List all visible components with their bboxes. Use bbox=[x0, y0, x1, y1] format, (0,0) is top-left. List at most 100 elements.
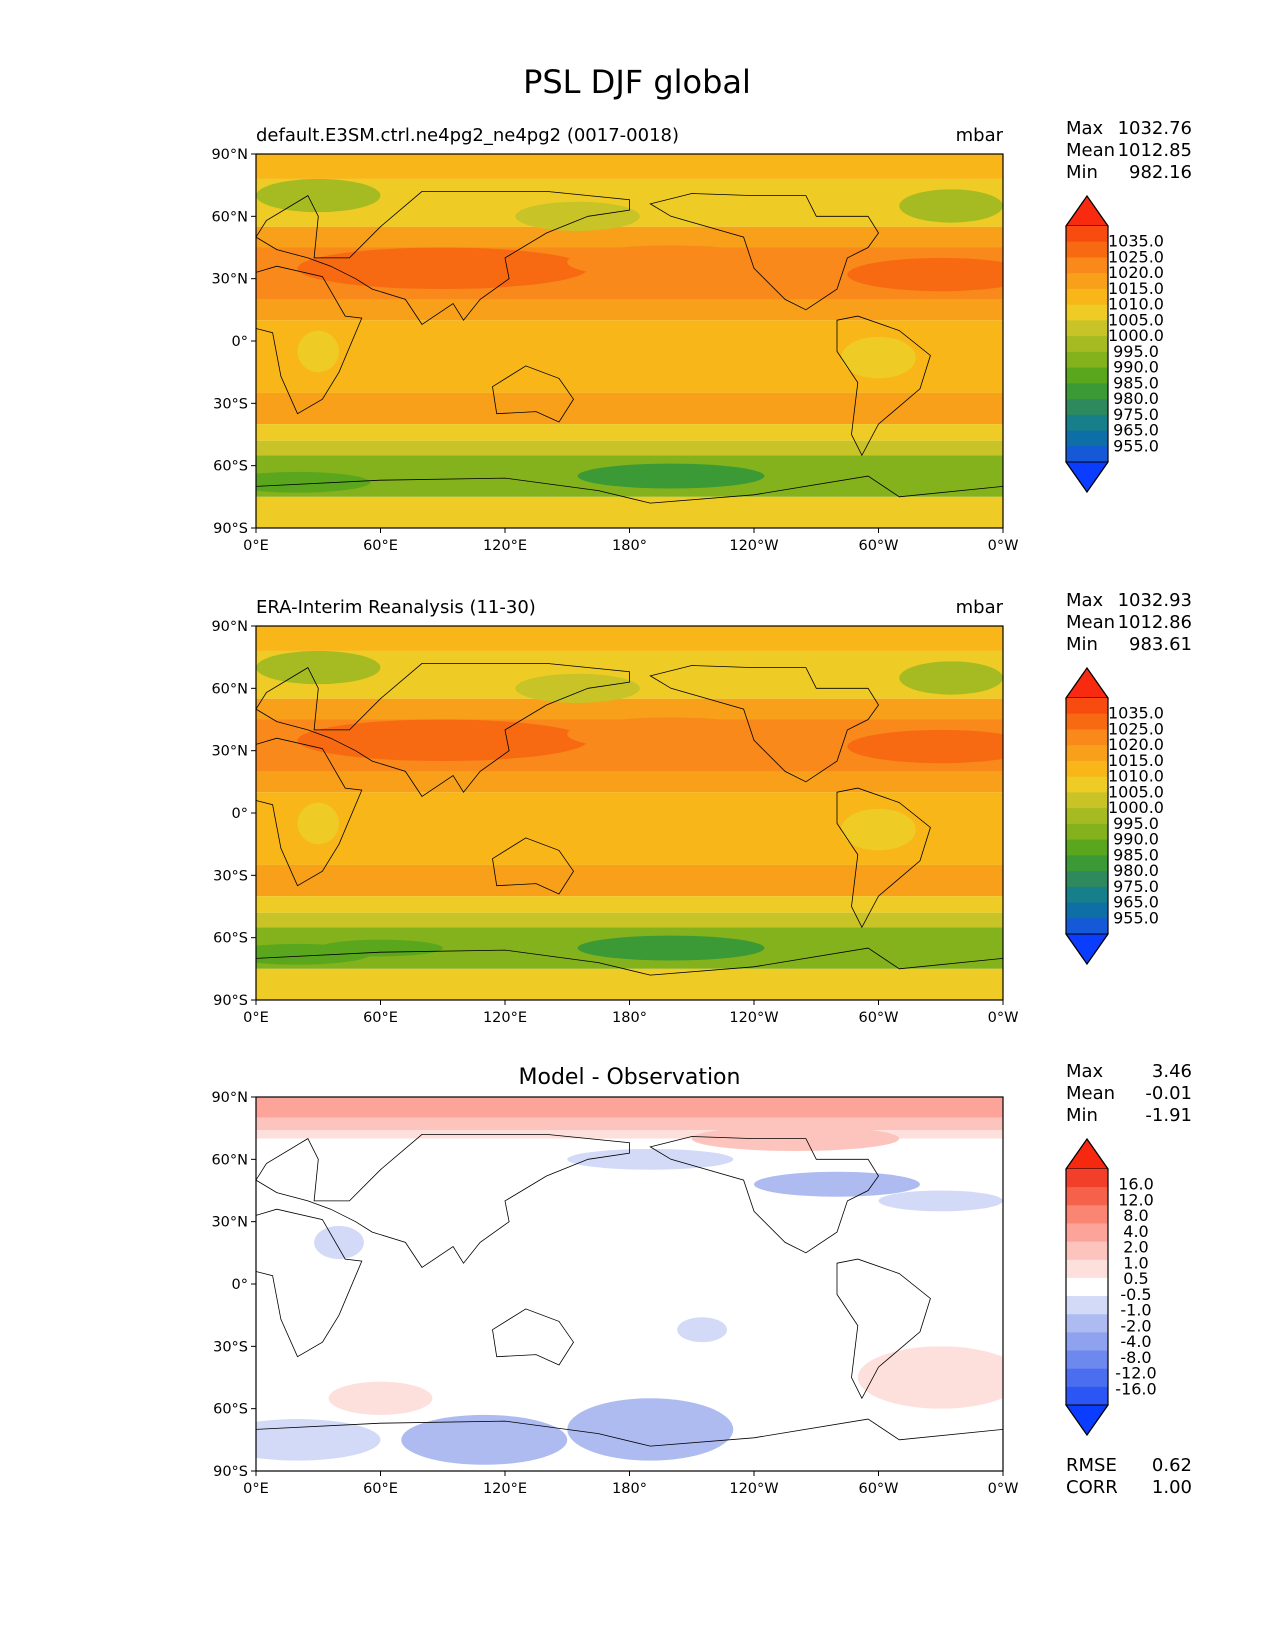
x-tick-label: 0°E bbox=[243, 1010, 269, 1026]
colorbar-tick-label: 1010.0 bbox=[1108, 295, 1164, 314]
colorbar-outline bbox=[1065, 194, 1109, 494]
y-tick-label: 60°N bbox=[211, 681, 248, 697]
stat-value-min: 982.16 bbox=[1129, 162, 1192, 183]
y-tick-label: 90°N bbox=[211, 619, 248, 635]
high-pressure-blob bbox=[297, 719, 588, 762]
panel-3: Model - Observation 90°N 60°N 30°N 0° 30°S 60°… bbox=[211, 1061, 1192, 1498]
colorbar-level bbox=[1066, 855, 1108, 872]
colorbar-level bbox=[1066, 399, 1108, 416]
field-band bbox=[256, 154, 1003, 179]
colorbar-level bbox=[1066, 383, 1108, 400]
map-field bbox=[256, 626, 1003, 1000]
colorbar-level bbox=[1066, 1223, 1108, 1243]
colorbar-tick-label: 965.0 bbox=[1113, 421, 1159, 440]
field-band bbox=[256, 698, 1003, 720]
field-band bbox=[256, 771, 1003, 793]
x-tick-label: 180° bbox=[612, 538, 647, 554]
colorbar-tick-label: 0.5 bbox=[1123, 1269, 1148, 1288]
y-tick-label: 60°S bbox=[213, 931, 248, 947]
stat-value-mean: 1012.85 bbox=[1118, 140, 1192, 161]
colorbar-tick-label: 1035.0 bbox=[1108, 232, 1164, 251]
stat-value-max: 1032.93 bbox=[1118, 590, 1192, 611]
colorbar-level bbox=[1066, 760, 1108, 778]
stat-value-mean: -0.01 bbox=[1145, 1083, 1192, 1104]
colorbar-tick-label: 955.0 bbox=[1113, 908, 1159, 927]
stat-label-mean: Mean bbox=[1066, 140, 1115, 161]
error-stat-value-corr: 1.00 bbox=[1152, 1477, 1192, 1498]
colorbar-level bbox=[1066, 902, 1108, 919]
x-tick-label: 60°E bbox=[363, 1481, 398, 1497]
continent-eurasia-outline bbox=[256, 663, 630, 797]
panel-1: default.E3SM.ctrl.ne4pg2_ne4pg2 (0017-00… bbox=[211, 118, 1192, 554]
colorbar: 16.012.08.04.02.01.00.5-0.5-1.0-2.0-4.0-… bbox=[1065, 1137, 1157, 1437]
field-band bbox=[256, 392, 1003, 425]
negative-anomaly-blob bbox=[677, 1317, 728, 1343]
high-pressure-blob bbox=[297, 247, 588, 290]
x-tick-label: 120°W bbox=[729, 538, 778, 554]
continent-africa-outline bbox=[256, 1208, 363, 1358]
x-tick-label: 0°E bbox=[243, 1481, 269, 1497]
colorbar-tick-label: 1000.0 bbox=[1108, 326, 1164, 345]
x-tick-label: 60°W bbox=[858, 538, 898, 554]
map-field bbox=[256, 1097, 1003, 1471]
colorbar-tick-label: 990.0 bbox=[1113, 830, 1159, 849]
colorbar-tick-label: 965.0 bbox=[1113, 893, 1159, 912]
colorbar-tick-label: 995.0 bbox=[1113, 342, 1159, 361]
colorbar-tick-label: 1.0 bbox=[1123, 1253, 1148, 1272]
colorbar-level bbox=[1066, 304, 1108, 321]
field-band bbox=[256, 1117, 1003, 1131]
continent-south-america-outline bbox=[836, 787, 931, 929]
y-tick-label: 90°S bbox=[213, 993, 248, 1009]
stat-label-max: Max bbox=[1066, 118, 1104, 139]
low-pressure-blob bbox=[297, 330, 339, 373]
low-pressure-blob bbox=[297, 802, 339, 845]
x-tick-label: 120°W bbox=[729, 1481, 778, 1497]
colorbar-level bbox=[1066, 1314, 1108, 1333]
field-band bbox=[256, 496, 1003, 528]
y-tick-label: 0° bbox=[232, 334, 248, 350]
stat-label-max: Max bbox=[1066, 1061, 1104, 1082]
low-pressure-blob bbox=[256, 178, 381, 213]
colorbar-tick-label: 1015.0 bbox=[1108, 751, 1164, 770]
colorbar-level bbox=[1066, 698, 1108, 715]
low-pressure-blob bbox=[256, 471, 371, 493]
x-tick-label: 0°E bbox=[243, 538, 269, 554]
continent-south-america-outline bbox=[836, 315, 931, 457]
negative-anomaly-blob bbox=[567, 1398, 734, 1461]
continent-africa-outline bbox=[256, 265, 363, 415]
x-tick-label: 120°E bbox=[483, 1010, 527, 1026]
field-band bbox=[256, 912, 1003, 928]
low-pressure-blob bbox=[899, 189, 1003, 223]
stat-value-mean: 1012.86 bbox=[1118, 612, 1192, 633]
continent-south-america-outline bbox=[836, 1258, 931, 1400]
field-band bbox=[256, 226, 1003, 248]
stat-label-mean: Mean bbox=[1066, 612, 1115, 633]
y-tick-label: 30°N bbox=[211, 272, 248, 288]
continent-north-america-outline bbox=[649, 665, 879, 783]
positive-anomaly-blob bbox=[328, 1381, 433, 1415]
low-pressure-blob bbox=[515, 673, 640, 703]
colorbar-tick-label: 1005.0 bbox=[1108, 310, 1164, 329]
colorbar-level bbox=[1066, 792, 1108, 809]
x-tick-label: 120°E bbox=[483, 538, 527, 554]
colorbar-tick-label: 12.0 bbox=[1118, 1190, 1154, 1209]
x-tick-label: 120°E bbox=[483, 1481, 527, 1497]
y-tick-label: 90°N bbox=[211, 147, 248, 163]
colorbar-level bbox=[1066, 241, 1108, 258]
colorbar-tick-label: -8.0 bbox=[1120, 1348, 1151, 1367]
field-band bbox=[256, 968, 1003, 1000]
colorbar-level bbox=[1066, 1241, 1108, 1261]
colorbar-min-extension bbox=[1065, 461, 1109, 493]
colorbar-max-extension bbox=[1065, 195, 1109, 227]
error-stat-value-rmse: 0.62 bbox=[1152, 1455, 1192, 1476]
field-band bbox=[256, 440, 1003, 456]
x-tick-label: 0°W bbox=[988, 1010, 1019, 1026]
colorbar-level bbox=[1066, 351, 1108, 369]
field-band bbox=[256, 626, 1003, 651]
continent-eurasia-outline bbox=[256, 1134, 630, 1268]
continent-antarctica-outline bbox=[256, 475, 1003, 528]
colorbar-max-extension bbox=[1065, 1138, 1109, 1170]
continent-australia-outline bbox=[492, 1308, 574, 1366]
colorbar-level bbox=[1066, 288, 1108, 306]
colorbar-level bbox=[1066, 1296, 1108, 1315]
